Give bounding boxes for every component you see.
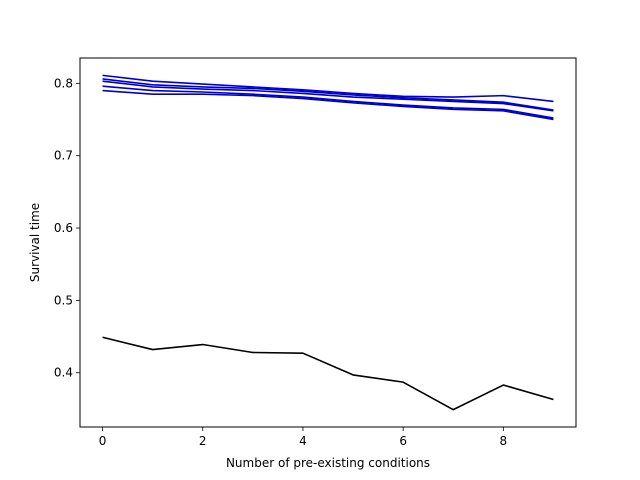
- series-line-3: [102, 80, 554, 112]
- x-tick-label: 4: [299, 434, 307, 448]
- x-axis-ticks: 0 2 4 6 8: [99, 427, 507, 448]
- series-line-2: [102, 78, 554, 111]
- x-tick-label: 0: [99, 434, 107, 448]
- y-tick-label: 0.4: [54, 366, 73, 380]
- x-tick-label: 2: [199, 434, 207, 448]
- series-line-6: [102, 336, 554, 411]
- series-line-5: [102, 89, 554, 121]
- y-axis-ticks: 0.4 0.5 0.6 0.7 0.8: [54, 76, 80, 380]
- series-layer: [102, 74, 554, 411]
- y-tick-label: 0.8: [54, 76, 73, 90]
- x-axis-title: Number of pre-existing conditions: [226, 456, 430, 470]
- series-line-4: [102, 85, 554, 119]
- x-tick-label: 6: [399, 434, 407, 448]
- y-axis-title: Survival time: [28, 203, 42, 282]
- y-tick-label: 0.6: [54, 221, 73, 235]
- series-line-1: [102, 74, 554, 103]
- x-tick-label: 8: [500, 434, 508, 448]
- y-tick-label: 0.5: [54, 293, 73, 307]
- y-tick-label: 0.7: [54, 149, 73, 163]
- plot-frame: [79, 57, 577, 428]
